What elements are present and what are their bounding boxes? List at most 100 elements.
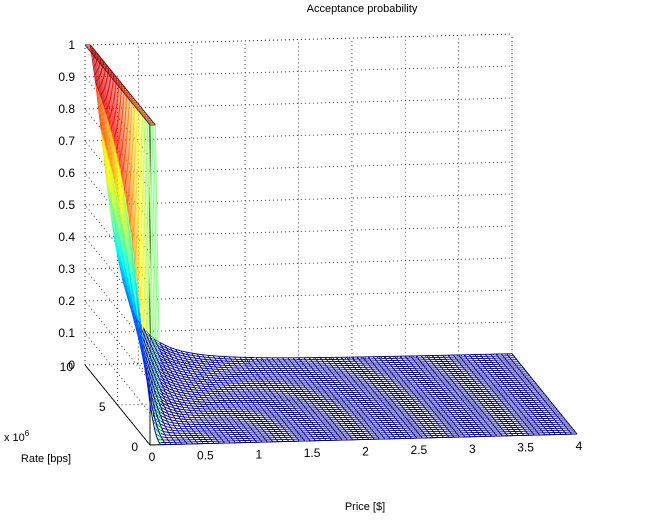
surface-edge — [422, 357, 425, 361]
surface-edge — [163, 430, 169, 433]
surface-edge — [457, 360, 461, 364]
surface-edge — [157, 438, 163, 441]
surface-edge — [100, 128, 107, 178]
surface-edge — [176, 388, 183, 391]
surface-edge — [456, 420, 460, 423]
surface-edge — [381, 366, 384, 370]
surface-edge — [521, 433, 524, 436]
surface-edge — [525, 424, 529, 428]
surface-edge — [470, 409, 473, 413]
surface-edge — [395, 391, 398, 394]
surface-edge — [182, 406, 189, 409]
surface-edge — [379, 364, 382, 368]
surface-edge — [397, 360, 400, 363]
surface-edge — [469, 368, 472, 372]
surface-edge — [365, 402, 369, 405]
surface-edge — [548, 405, 551, 409]
surface-edge — [496, 362, 500, 365]
surface-edge — [353, 373, 357, 377]
surface-edge — [162, 371, 169, 375]
surface-edge — [515, 425, 518, 428]
surface-edge — [187, 367, 193, 370]
surface-edge — [425, 388, 428, 391]
surface-edge — [552, 418, 556, 421]
surface-edge — [422, 425, 426, 428]
surface-edge — [489, 393, 492, 396]
surface-edge — [356, 383, 359, 387]
surface-edge — [440, 373, 444, 377]
surface-edge — [164, 344, 171, 348]
surface-edge — [515, 371, 518, 375]
surface-edge — [413, 366, 416, 369]
surface-edge — [505, 433, 508, 437]
surface-edge — [419, 427, 422, 431]
surface-edge — [458, 422, 461, 425]
surface-edge — [455, 385, 459, 389]
surface-edge — [513, 416, 517, 420]
surface-edge — [115, 220, 122, 263]
surface-edge — [408, 380, 411, 384]
surface-edge — [394, 376, 397, 380]
surface-edge — [512, 367, 515, 371]
surface-edge — [502, 409, 505, 412]
surface-edge — [476, 370, 479, 374]
surface-edge — [433, 357, 436, 360]
surface-edge — [440, 400, 443, 403]
surface-edge — [113, 182, 120, 237]
surface-edge — [495, 359, 498, 363]
surface-edge — [449, 424, 452, 428]
surface-edge — [390, 405, 393, 409]
surface-edge — [509, 363, 512, 367]
surface-edge — [378, 370, 382, 374]
surface-edge — [478, 419, 481, 423]
surface-edge — [163, 388, 170, 392]
surface-edge — [446, 373, 449, 377]
surface-edge — [511, 353, 514, 356]
surface-edge — [499, 398, 502, 402]
surface-edge — [447, 375, 451, 379]
surface-edge — [164, 414, 170, 418]
surface-edge — [426, 376, 429, 379]
surface-edge — [384, 370, 387, 374]
surface-edge — [397, 401, 401, 404]
surface-edge — [502, 361, 505, 365]
surface-edge — [160, 351, 167, 356]
surface-edge — [192, 368, 198, 371]
surface-edge — [202, 354, 208, 356]
surface-edge — [384, 412, 388, 415]
surface-edge — [310, 359, 313, 363]
surface-edge — [497, 396, 501, 400]
surface-edge — [482, 432, 485, 435]
surface-edge — [516, 406, 519, 410]
surface-edge — [416, 384, 420, 388]
surface-edge — [406, 411, 409, 415]
surface-edge — [452, 402, 456, 405]
surface-edge — [383, 430, 386, 434]
surface-edge — [429, 386, 432, 389]
surface-edge — [426, 429, 429, 432]
surface-edge — [180, 411, 187, 413]
surface-edge — [387, 416, 391, 419]
surface-edge — [357, 371, 360, 374]
surface-edge — [170, 347, 176, 350]
surface-edge — [568, 429, 571, 433]
surface-edge — [452, 387, 455, 391]
surface-edge — [409, 409, 413, 412]
surface-edge — [445, 426, 449, 430]
surface-edge — [457, 434, 460, 438]
surface-edge — [405, 390, 409, 394]
surface-edge — [333, 382, 336, 385]
surface-edge — [193, 355, 199, 357]
surface-edge — [356, 431, 359, 434]
surface-edge — [456, 373, 460, 376]
surface-edge — [434, 359, 438, 362]
surface-edge — [467, 426, 470, 429]
surface-edge — [176, 395, 182, 398]
surface-edge — [405, 376, 408, 380]
surface-edge — [495, 374, 499, 377]
surface-edge — [445, 400, 449, 403]
surface-edge — [531, 424, 534, 428]
surface-edge — [164, 406, 171, 410]
surface-edge — [183, 362, 190, 365]
surface-edge — [527, 373, 531, 377]
